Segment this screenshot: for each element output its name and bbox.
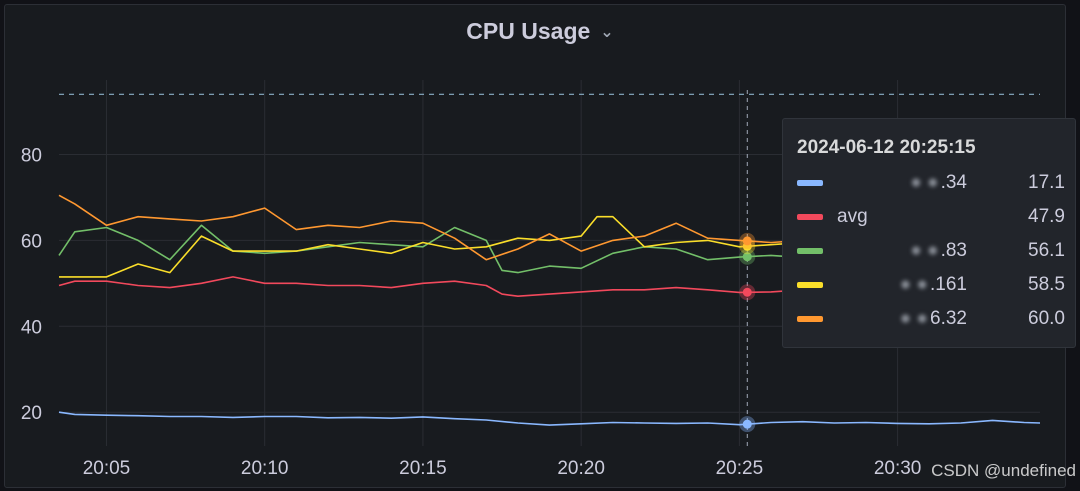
series-value: 60.0	[1028, 308, 1065, 329]
series-name: ● ● 6.32	[899, 308, 967, 329]
panel-title[interactable]: CPU Usage	[466, 18, 591, 44]
series-swatch	[797, 248, 823, 254]
tooltip-row: ● ● .161 58.5	[797, 269, 1067, 303]
watermark: CSDN @undefined	[931, 461, 1076, 480]
x-tick-label: 20:30	[874, 458, 922, 479]
x-tick-label: 20:25	[716, 458, 764, 479]
series-name: ● ● .83	[910, 240, 967, 261]
hover-tooltip: 2024-06-12 20:25:15 ● ● .34 17.1 avg 47.9…	[782, 118, 1076, 348]
series-name: ● ● .161	[899, 274, 967, 295]
series-value: 58.5	[1028, 274, 1065, 295]
x-tick-label: 20:15	[399, 458, 447, 479]
tooltip-row: avg 47.9	[797, 201, 1067, 235]
tooltip-row: ● ● 6.32 60.0	[797, 303, 1067, 337]
series-value: 56.1	[1028, 240, 1065, 261]
series-line-34	[58, 411, 1041, 426]
series-value: 47.9	[1028, 206, 1065, 227]
x-tick-label: 20:10	[241, 458, 289, 479]
x-tick-label: 20:05	[83, 458, 131, 479]
hover-point	[742, 236, 752, 246]
series-swatch	[797, 316, 823, 322]
series-swatch	[797, 180, 823, 186]
y-tick-label: 40	[21, 317, 42, 338]
x-tick-label: 20:20	[557, 458, 605, 479]
y-tick-label: 80	[21, 145, 42, 166]
y-tick-label: 60	[21, 231, 42, 252]
series-swatch	[797, 282, 823, 288]
panel-header[interactable]: CPU Usage ⌄	[0, 18, 1080, 45]
hover-point	[742, 287, 752, 297]
series-name: ● ● .34	[910, 172, 967, 193]
tooltip-row: ● ● .34 17.1	[797, 167, 1067, 201]
y-tick-label: 20	[21, 403, 42, 424]
hover-point	[742, 419, 752, 429]
series-swatch	[797, 214, 823, 220]
hover-point	[742, 252, 752, 262]
tooltip-row: ● ● .83 56.1	[797, 235, 1067, 269]
chevron-down-icon[interactable]: ⌄	[600, 24, 614, 41]
tooltip-time: 2024-06-12 20:25:15	[797, 137, 976, 158]
series-label: avg	[837, 206, 868, 227]
series-value: 17.1	[1028, 172, 1065, 193]
